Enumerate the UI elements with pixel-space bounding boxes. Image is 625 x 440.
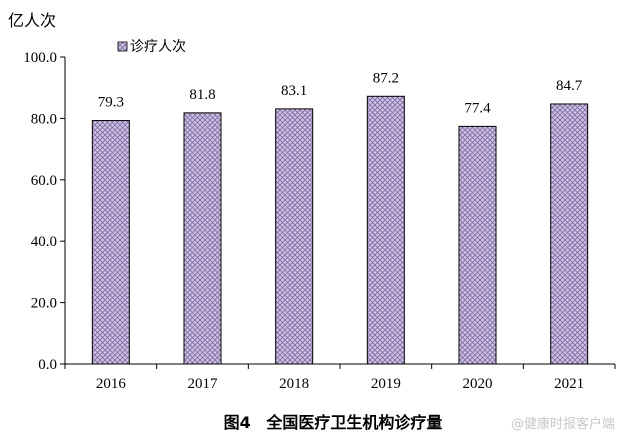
y-tick-label: 0.0 <box>38 357 57 373</box>
figure-title: 全国医疗卫生机构诊疗量 <box>265 413 442 432</box>
bar <box>458 125 497 365</box>
bar <box>366 95 405 365</box>
bars <box>91 95 589 365</box>
watermark: @健康时报客户端 <box>511 416 615 432</box>
legend-label: 诊疗人次 <box>130 39 186 55</box>
x-ticks: 2016 2017 2018 2019 2020 2021 <box>64 364 616 392</box>
bar-labels: 79.3 81.8 83.1 87.2 77.4 84.7 <box>98 70 583 116</box>
y-tick-label: 60.0 <box>31 173 57 189</box>
y-ticks: 0.0 20.0 40.0 60.0 80.0 100.0 <box>23 50 65 373</box>
bar <box>91 120 130 365</box>
bar-data-label: 79.3 <box>98 95 124 111</box>
x-tick-label: 2018 <box>279 376 309 392</box>
bar <box>183 112 222 365</box>
x-tick-label: 2016 <box>96 376 127 392</box>
y-unit-label: 亿人次 <box>8 11 56 30</box>
bar-data-label: 81.8 <box>189 87 215 103</box>
bar-data-label: 84.7 <box>556 78 583 94</box>
bar-data-label: 87.2 <box>373 70 399 86</box>
x-tick-label: 2020 <box>463 376 493 392</box>
bar <box>550 103 589 365</box>
figure-caption: 图4 全国医疗卫生机构诊疗量 <box>224 413 443 432</box>
y-tick-label: 20.0 <box>31 296 57 312</box>
y-tick-label: 80.0 <box>31 111 57 127</box>
bar-data-label: 83.1 <box>281 83 307 99</box>
x-tick-label: 2021 <box>554 376 584 392</box>
x-tick-label: 2019 <box>371 376 401 392</box>
y-tick-label: 100.0 <box>23 50 57 66</box>
bar <box>275 108 314 365</box>
y-tick-label: 40.0 <box>31 234 57 250</box>
figure-number: 图4 <box>224 413 251 432</box>
legend: 诊疗人次 <box>117 39 186 55</box>
legend-swatch <box>117 41 128 52</box>
bar-data-label: 77.4 <box>464 100 491 116</box>
x-tick-label: 2017 <box>188 376 219 392</box>
